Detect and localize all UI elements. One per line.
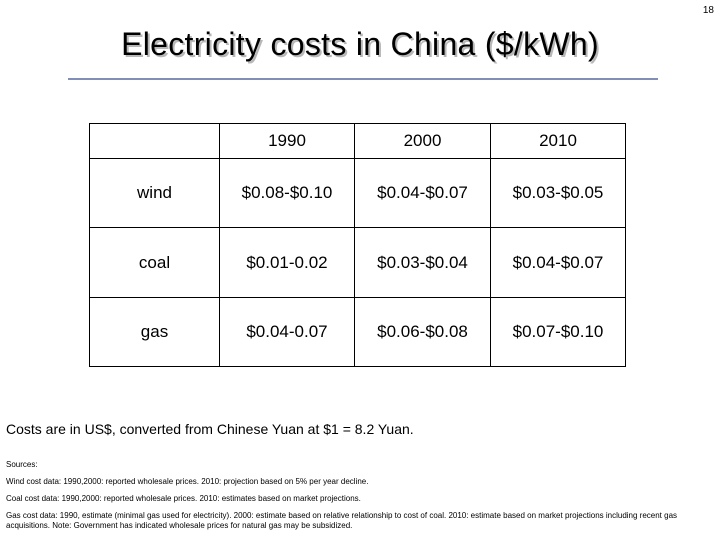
table-cell: $0.04-$0.07 [354,158,491,229]
row-label: coal [89,227,220,298]
sources-block: Sources: Wind cost data: 1990,2000: repo… [6,460,696,538]
table-row-gas: gas $0.04-0.07 $0.06-$0.08 $0.07-$0.10 [89,296,626,368]
header-cell-1990: 1990 [219,122,355,160]
table-cell: $0.07-$0.10 [490,296,626,368]
slide-title: Electricity costs in China ($/kWh) [121,26,599,62]
table-cell: $0.04-0.07 [219,296,355,368]
sources-heading: Sources: [6,460,38,469]
header-cell-2000: 2000 [354,122,491,160]
table-cell: $0.03-$0.04 [354,227,491,298]
table-row-coal: coal $0.01-0.02 $0.03-$0.04 $0.04-$0.07 [89,227,626,298]
currency-note: Costs are in US$, converted from Chinese… [6,421,414,437]
source-item-coal: Coal cost data: 1990,2000: reported whol… [6,494,361,503]
source-item-wind: Wind cost data: 1990,2000: reported whol… [6,477,369,486]
table-cell: $0.03-$0.05 [490,158,626,229]
table-cell: $0.04-$0.07 [490,227,626,298]
table-cell: $0.06-$0.08 [354,296,491,368]
table-cell: $0.08-$0.10 [219,158,355,229]
slide-number: 18 [702,5,714,16]
table-header-row: 1990 2000 2010 [89,122,626,160]
table-row-wind: wind $0.08-$0.10 $0.04-$0.07 $0.03-$0.05 [89,158,626,229]
electricity-cost-table: 1990 2000 2010 wind $0.08-$0.10 $0.04-$0… [89,122,626,368]
source-item-gas: Gas cost data: 1990, estimate (minimal g… [6,511,678,530]
header-cell-2010: 2010 [490,122,626,160]
row-label: gas [89,296,220,368]
row-label: wind [89,158,220,229]
header-cell-blank [89,122,220,160]
title-underline [68,78,658,80]
table-cell: $0.01-0.02 [219,227,355,298]
